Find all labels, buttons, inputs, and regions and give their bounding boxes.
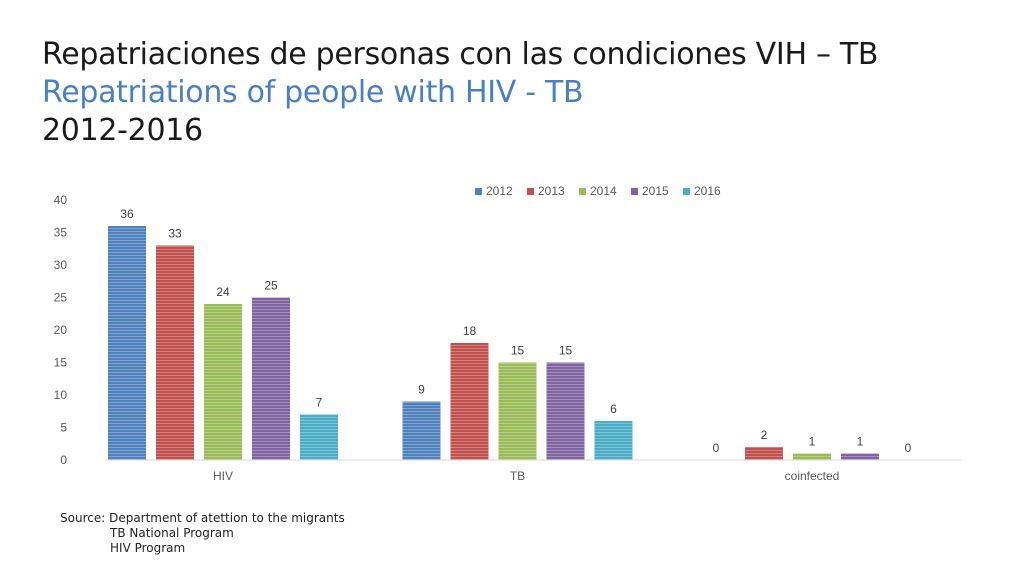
data-label: 24: [216, 285, 230, 299]
data-label: 36: [120, 207, 134, 221]
chart-bars: 36 33 24 25 7 9 18 15 15 6 0 2 1 1 0: [108, 207, 912, 460]
title-years: 2012-2016: [42, 113, 203, 148]
data-label: 18: [463, 324, 477, 338]
bar-texture: [156, 245, 194, 460]
bar-texture: [402, 401, 441, 460]
title-spanish: Repatriaciones de personas con las condi…: [42, 37, 879, 72]
y-tick-label: 5: [60, 421, 67, 435]
data-label: 6: [610, 402, 617, 416]
x-axis: HIV TB coinfected: [105, 459, 962, 483]
y-tick-label: 30: [54, 258, 68, 272]
legend-label: 2013: [538, 184, 565, 198]
title-english: Repatriations of people with HIV - TB: [42, 75, 584, 110]
bar-texture: [108, 226, 146, 460]
data-label: 15: [511, 344, 525, 358]
legend-swatch: [631, 188, 638, 195]
bar-texture: [546, 362, 585, 460]
data-label: 7: [316, 396, 323, 410]
legend-label: 2015: [642, 184, 669, 198]
x-category-label: HIV: [213, 469, 233, 483]
slide-title: Repatriaciones de personas con las condi…: [42, 36, 878, 150]
source-note: Source: Department of atettion to the mi…: [60, 511, 345, 556]
source-line-1: Source: Department of atettion to the mi…: [60, 511, 345, 525]
legend-label: 2016: [694, 184, 721, 198]
bar-texture: [300, 414, 338, 460]
bar-texture: [841, 453, 879, 460]
data-label: 1: [809, 435, 816, 449]
data-label: 2: [761, 428, 768, 442]
legend-swatch: [475, 188, 482, 195]
bar-texture: [252, 297, 290, 460]
data-label: 9: [418, 383, 425, 397]
legend-swatch: [527, 188, 534, 195]
bar-texture: [450, 343, 489, 460]
y-tick-label: 40: [54, 193, 68, 207]
data-label: 1: [857, 435, 864, 449]
y-tick-label: 0: [60, 453, 67, 467]
data-label: 0: [905, 441, 912, 455]
legend-swatch: [683, 188, 690, 195]
bar-texture: [498, 362, 537, 460]
data-label: 25: [264, 279, 278, 293]
y-tick-label: 35: [54, 226, 68, 240]
chart-legend: 2012 2013 2014 2015 2016: [475, 184, 721, 198]
y-axis: 0 5 10 15 20 25 30 35 40: [54, 193, 68, 467]
bar-texture: [745, 447, 783, 460]
legend-swatch: [579, 188, 586, 195]
source-line-2: TB National Program: [110, 526, 234, 540]
data-label: 15: [559, 344, 573, 358]
data-label: 33: [168, 227, 182, 241]
source-line-3: HIV Program: [110, 541, 186, 555]
data-label: 0: [713, 441, 720, 455]
y-tick-label: 15: [54, 356, 68, 370]
y-tick-label: 10: [54, 388, 68, 402]
legend-label: 2012: [486, 184, 513, 198]
bar-texture: [594, 421, 633, 460]
bar-texture: [204, 304, 242, 460]
y-tick-label: 20: [54, 323, 68, 337]
y-tick-label: 25: [54, 291, 68, 305]
bar-texture: [793, 453, 831, 460]
legend-label: 2014: [590, 184, 617, 198]
x-category-label: TB: [510, 469, 525, 483]
x-category-label: coinfected: [785, 469, 840, 483]
